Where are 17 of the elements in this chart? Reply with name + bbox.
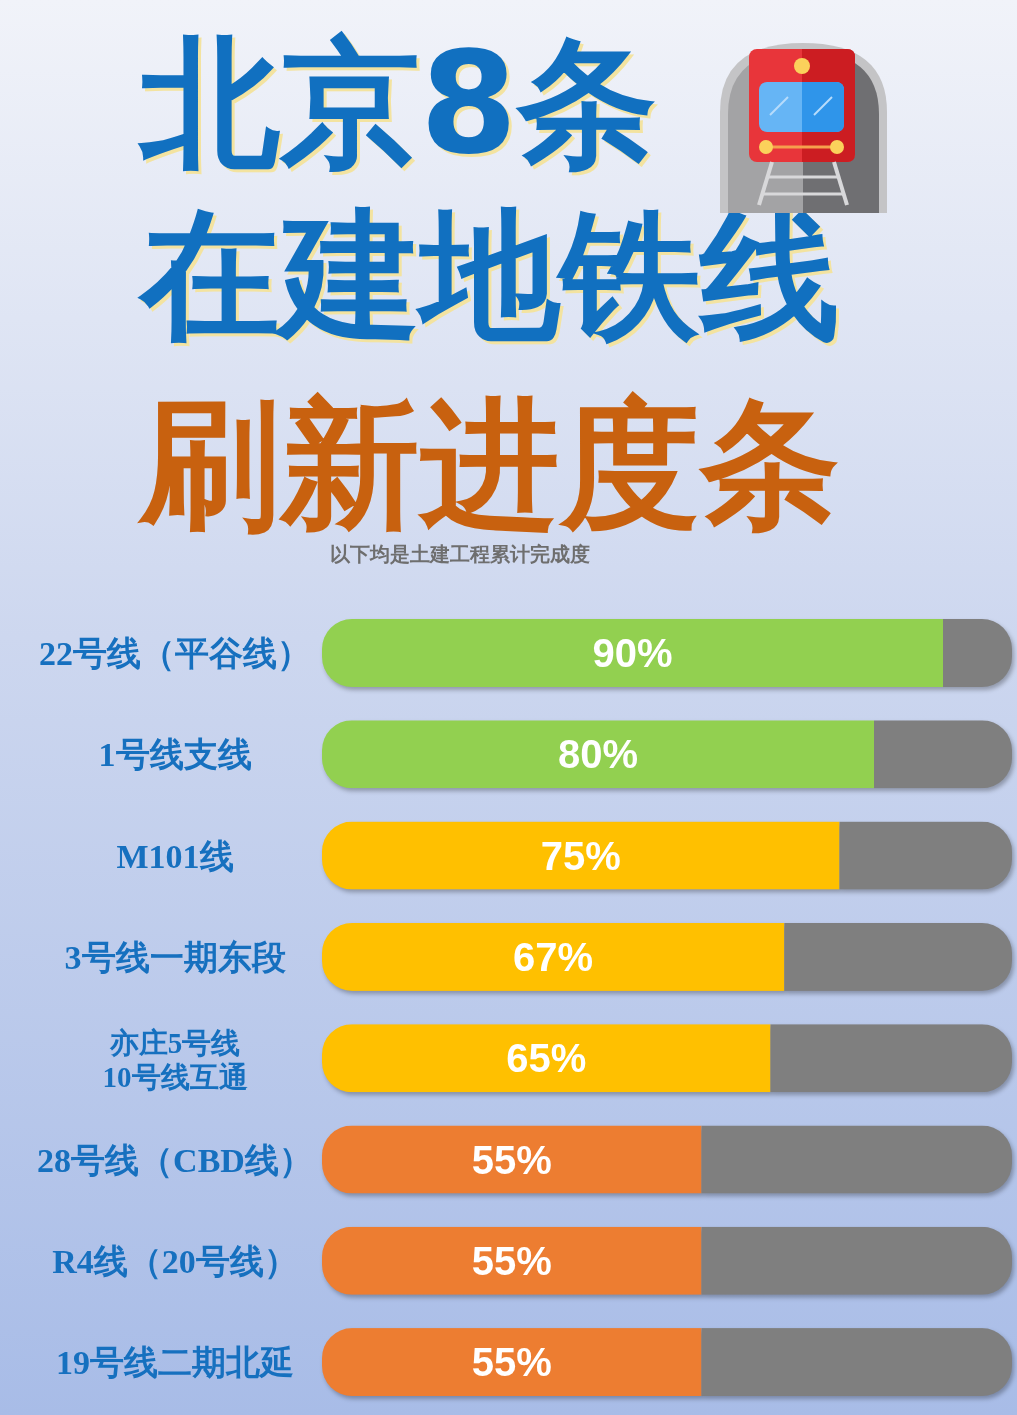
data-label: 80%: [557, 732, 639, 777]
y-tick-label: 28号线（CBD线）: [37, 1141, 313, 1179]
y-tick-label: 亦庄5号线 10号线互通: [102, 1027, 248, 1094]
y-tick-label: M101线: [116, 837, 234, 875]
data-label: 90%: [592, 631, 673, 675]
data-label: 55%: [471, 1238, 552, 1283]
y-tick-label: 19号线二期北延: [56, 1344, 294, 1382]
y-tick-label: 22号线（平谷线）: [39, 635, 311, 672]
data-label: 55%: [471, 1340, 552, 1385]
y-tick-label: 1号线支线: [98, 736, 252, 774]
text: 以下均是土建工程累计完成度: [330, 542, 590, 566]
data-label: 75%: [540, 833, 621, 878]
data-label: 65%: [506, 1036, 587, 1081]
y-tick-label: R4线（20号线）: [52, 1242, 298, 1280]
y-tick-label: 3号线一期东段: [64, 938, 286, 976]
data-label: 67%: [513, 934, 594, 979]
data-label: 55%: [471, 1137, 552, 1182]
